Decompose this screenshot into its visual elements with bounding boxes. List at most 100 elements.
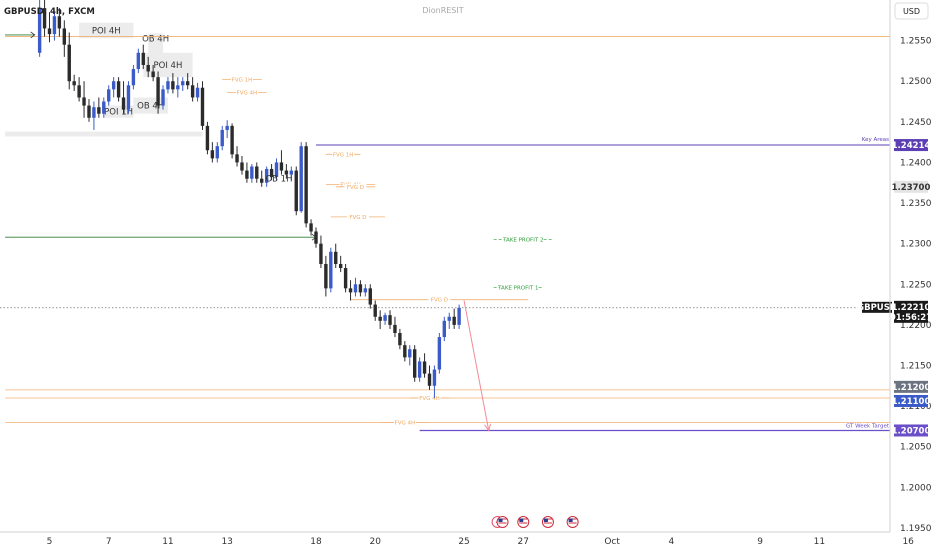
zone-label: OB 4H	[137, 102, 164, 112]
candle-body	[215, 146, 219, 159]
candle-body	[240, 162, 244, 171]
currency-button-frame[interactable]	[894, 2, 929, 20]
candle-body	[225, 125, 229, 130]
target-label: GT Week Target	[846, 423, 890, 429]
time-tick-label: 9	[757, 537, 763, 547]
fvg-label: FVG D	[349, 215, 366, 221]
candle-body	[324, 263, 328, 289]
flag-canton	[498, 518, 503, 522]
flag-stripe	[543, 524, 552, 526]
candles-layer	[37, 0, 461, 398]
candle-body	[205, 125, 210, 151]
candle-body	[427, 373, 432, 386]
flag-canton	[519, 518, 524, 522]
time-tick-label: 7	[106, 537, 112, 547]
candle-body	[260, 178, 264, 183]
candle-body	[97, 107, 101, 114]
candle-body	[353, 284, 358, 293]
candle-body	[264, 168, 269, 183]
candle-body	[171, 81, 175, 90]
candle-body	[452, 316, 456, 325]
time-tick-label: Oct	[604, 537, 620, 547]
candle-body	[166, 81, 170, 90]
candle-body	[126, 85, 131, 110]
candle-body	[334, 251, 338, 264]
event-flag-icon[interactable]	[496, 516, 509, 528]
candle-body	[181, 81, 185, 86]
time-tick-label: 27	[518, 537, 529, 547]
fvg-label: FVG 4H	[237, 91, 258, 97]
event-flag-icon[interactable]	[566, 516, 579, 528]
candle-body	[116, 81, 121, 98]
candle-body	[82, 97, 86, 106]
symbol-title[interactable]: GBPUSD, 4h, FXCM	[4, 7, 95, 17]
event-flag-icon[interactable]	[541, 516, 554, 528]
fvg-label-bg	[428, 296, 451, 303]
candle-body	[383, 315, 387, 321]
symbol-tag-bg	[862, 301, 892, 313]
event-flag-icon[interactable]	[517, 516, 530, 528]
current-price-badge	[894, 300, 928, 323]
levels-layer: FVG 1H FVG 4H FVG 1H FVG 4H FVG D FVG D FVG D F…	[0, 34, 890, 432]
flag-canton	[568, 518, 573, 522]
candle-body	[408, 349, 412, 358]
price-tick-label: 1.20500	[900, 443, 932, 453]
candle-body	[245, 170, 249, 179]
price-badge-label: 1.21200	[892, 383, 931, 393]
candle-body	[190, 85, 195, 98]
candle-body	[107, 89, 111, 102]
candle-body	[373, 304, 377, 317]
candle-body	[52, 16, 57, 35]
take-profit-label: TAKE PROFIT 1	[497, 286, 538, 292]
candle-body	[161, 89, 165, 106]
price-badge-label: 1.21100	[892, 397, 931, 407]
candle-body	[42, 8, 47, 29]
time-tick-label: 16	[902, 537, 914, 547]
candle-body	[200, 87, 205, 126]
candle-body	[255, 166, 259, 179]
chart-header: GBPUSD, 4h, FXCM DionRESIT USD	[4, 2, 929, 20]
inline-label: OB 1H	[265, 175, 292, 185]
candle-body	[437, 337, 442, 370]
fvg-label-bg	[393, 419, 416, 426]
candle-body	[319, 243, 323, 264]
candle-body	[141, 52, 145, 65]
candle-body	[274, 162, 279, 178]
candle-body	[47, 28, 52, 35]
candle-body	[378, 316, 382, 321]
flag-stripe	[568, 522, 577, 524]
time-tick-label: 18	[310, 537, 322, 547]
candle-body	[304, 146, 308, 224]
candle-body	[457, 307, 461, 325]
price-badge	[894, 394, 928, 407]
price-badge	[894, 139, 928, 152]
fvg-label: FVG 1H	[333, 152, 354, 158]
candle-body	[417, 361, 422, 378]
time-axis[interactable]: 5 7 11 13 18 20 25 27 Oct 4 9 11 16	[47, 537, 915, 547]
candle-body	[67, 44, 71, 82]
flag-canton	[543, 518, 548, 522]
price-tick-label: 1.21000	[900, 402, 932, 412]
entry-arrow-icon	[30, 31, 36, 39]
flag-stripe	[519, 522, 528, 524]
time-tick-label: 5	[47, 537, 53, 547]
fvg-label-bg	[344, 183, 367, 190]
fvg-label: FVG 4H	[395, 420, 416, 426]
zone-label: OB 4H	[142, 34, 169, 44]
candle-body	[279, 162, 284, 171]
candle-body	[235, 154, 239, 163]
flag-stripe	[568, 524, 577, 526]
entry-arrow-icon	[311, 233, 317, 241]
time-tick-label: 20	[369, 537, 381, 547]
fvg-label: FVG D	[431, 298, 448, 304]
take-profit-label-bg	[499, 284, 538, 291]
candle-body	[432, 369, 437, 386]
currency-button[interactable]: USD	[903, 7, 920, 16]
price-axis[interactable]: 1.25500 1.25000 1.24500 1.24000 1.23500 1.230…	[890, 37, 932, 534]
fvg-label-bg	[418, 394, 441, 401]
candle-body	[388, 315, 392, 325]
candle-body	[412, 349, 417, 378]
